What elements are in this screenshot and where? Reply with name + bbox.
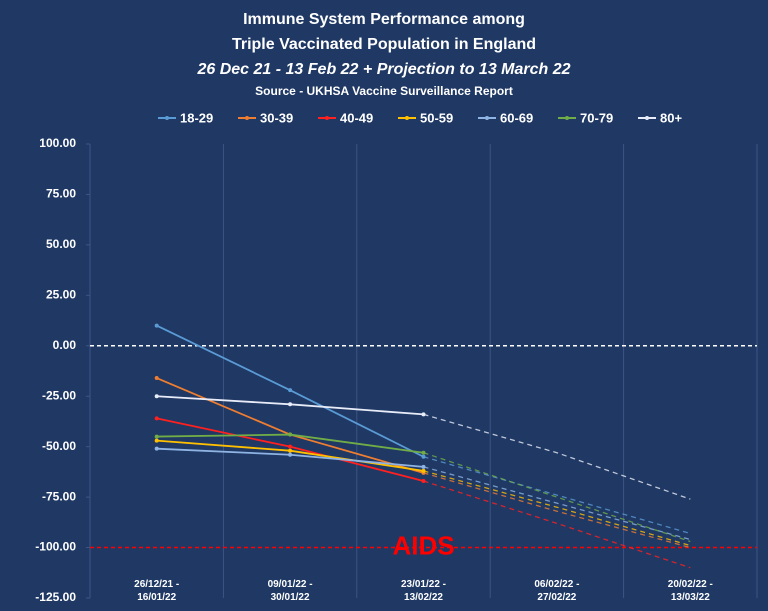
projection-line — [423, 466, 691, 541]
y-tick-label: 75.00 — [46, 187, 76, 201]
legend-dot — [405, 116, 409, 120]
chart-title: Immune System Performance among — [243, 11, 525, 28]
y-tick-label: 0.00 — [53, 338, 77, 352]
projection-line — [423, 480, 691, 569]
x-tick-label: 26/12/21 - 16/01/22 — [134, 579, 180, 603]
point — [421, 478, 426, 483]
legend-label: 18-29 — [180, 110, 213, 125]
reference-label: AIDS — [392, 530, 454, 560]
point — [421, 450, 426, 455]
legend-dot — [645, 116, 649, 120]
point — [421, 454, 426, 459]
projection-line — [423, 470, 691, 547]
point — [154, 323, 159, 328]
projection-line — [423, 452, 691, 543]
y-tick-label: -75.00 — [42, 489, 76, 503]
point — [154, 416, 159, 421]
point — [154, 434, 159, 439]
legend-label: 50-59 — [420, 110, 453, 125]
source: Source - UKHSA Vaccine Surveillance Repo… — [255, 84, 513, 98]
chart-title: Triple Vaccinated Population in England — [232, 36, 536, 53]
point — [154, 446, 159, 451]
point — [421, 468, 426, 473]
point — [154, 438, 159, 443]
legend-dot — [165, 116, 169, 120]
point — [288, 452, 293, 457]
point — [421, 412, 426, 417]
y-tick-label: 50.00 — [46, 237, 76, 251]
legend-dot — [485, 116, 489, 120]
x-tick-label: 23/01/22 - 13/02/22 — [400, 579, 447, 603]
projection-line — [423, 413, 691, 500]
x-tick-label: 20/02/22 - 13/03/22 — [667, 579, 713, 603]
legend-dot — [325, 116, 329, 120]
projection-line — [423, 472, 691, 549]
legend-dot — [565, 116, 569, 120]
legend-label: 70-79 — [580, 110, 613, 125]
y-tick-label: -125.00 — [35, 590, 76, 604]
y-tick-label: 100.00 — [39, 136, 76, 150]
point — [288, 444, 293, 449]
series-line — [156, 377, 424, 474]
y-tick-label: 25.00 — [46, 288, 76, 302]
y-tick-label: -25.00 — [42, 388, 76, 402]
x-tick-label: 09/01/22 - 30/01/22 — [267, 579, 313, 603]
chart-subtitle: 26 Dec 21 - 13 Feb 22 + Projection to 13… — [196, 61, 570, 78]
point — [288, 388, 293, 393]
point — [154, 376, 159, 381]
point — [288, 448, 293, 453]
legend-label: 80+ — [660, 110, 682, 125]
legend-label: 60-69 — [500, 110, 533, 125]
point — [288, 432, 293, 437]
point — [288, 402, 293, 407]
x-tick-label: 06/02/22 - 27/02/22 — [534, 579, 580, 603]
point — [154, 394, 159, 399]
y-tick-label: -100.00 — [35, 540, 76, 554]
point — [421, 464, 426, 469]
projection-line — [423, 456, 691, 535]
legend-label: 40-49 — [340, 110, 373, 125]
legend-label: 30-39 — [260, 110, 293, 125]
y-tick-label: -50.00 — [42, 439, 76, 453]
legend-dot — [245, 116, 249, 120]
